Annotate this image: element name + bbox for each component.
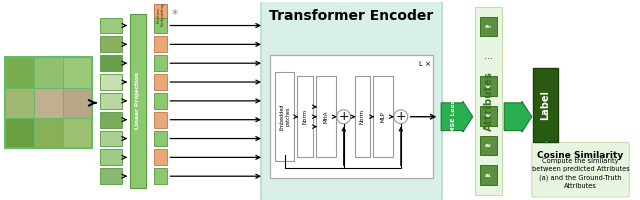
- Bar: [5, 57, 34, 88]
- FancyBboxPatch shape: [298, 76, 313, 157]
- Bar: [100, 168, 122, 184]
- Bar: [479, 17, 497, 36]
- Bar: [34, 88, 63, 118]
- Text: a₃: a₃: [485, 113, 492, 118]
- Bar: [154, 112, 168, 128]
- Bar: [479, 76, 497, 96]
- Bar: [479, 136, 497, 155]
- Text: ...: ...: [484, 51, 493, 61]
- Text: MHA: MHA: [323, 110, 328, 123]
- FancyBboxPatch shape: [532, 68, 558, 142]
- Bar: [5, 118, 34, 148]
- Bar: [100, 55, 122, 71]
- Text: MLP: MLP: [381, 111, 385, 122]
- Bar: [100, 18, 122, 33]
- Text: a₄: a₄: [485, 84, 492, 89]
- Text: Compute the similarity
between predicted Attributes
(a) and the Ground-Truth
Att: Compute the similarity between predicted…: [532, 158, 629, 189]
- FancyBboxPatch shape: [316, 76, 336, 157]
- FancyBboxPatch shape: [373, 76, 393, 157]
- Text: MSE Loss: MSE Loss: [451, 100, 456, 133]
- Bar: [154, 131, 168, 146]
- Bar: [100, 36, 122, 52]
- FancyArrow shape: [504, 101, 532, 132]
- Bar: [479, 165, 497, 185]
- Bar: [154, 93, 168, 109]
- Bar: [100, 74, 122, 90]
- Bar: [34, 57, 63, 88]
- FancyBboxPatch shape: [532, 143, 629, 197]
- Text: L ×: L ×: [419, 61, 431, 67]
- FancyBboxPatch shape: [270, 55, 433, 178]
- Text: Cosine Similarity: Cosine Similarity: [538, 151, 623, 160]
- Bar: [100, 131, 122, 146]
- Text: Embedded
patches: Embedded patches: [279, 103, 290, 130]
- Bar: [154, 149, 168, 165]
- Bar: [63, 57, 92, 88]
- Text: a₁: a₁: [485, 173, 492, 178]
- Text: Norm: Norm: [303, 109, 308, 124]
- Bar: [154, 4, 168, 26]
- Bar: [130, 14, 146, 188]
- FancyBboxPatch shape: [275, 72, 294, 161]
- Bar: [100, 93, 122, 109]
- Text: Label: Label: [541, 90, 550, 120]
- Bar: [154, 168, 168, 184]
- Bar: [479, 106, 497, 126]
- Bar: [154, 18, 168, 33]
- Text: *: *: [172, 8, 178, 21]
- Bar: [63, 88, 92, 118]
- FancyArrow shape: [441, 101, 473, 132]
- Bar: [154, 55, 168, 71]
- Text: Transformer Encoder: Transformer Encoder: [269, 9, 434, 23]
- Circle shape: [337, 110, 351, 124]
- Bar: [154, 36, 168, 52]
- Bar: [475, 7, 502, 195]
- Bar: [34, 118, 63, 148]
- Circle shape: [394, 110, 408, 124]
- Text: Position
Embedding: Position Embedding: [156, 3, 165, 26]
- FancyBboxPatch shape: [261, 1, 442, 200]
- FancyBboxPatch shape: [355, 76, 371, 157]
- Text: +: +: [396, 110, 406, 123]
- Bar: [63, 118, 92, 148]
- Bar: [100, 149, 122, 165]
- Bar: [154, 74, 168, 90]
- Text: Linear Projection: Linear Projection: [136, 72, 140, 129]
- Bar: [100, 112, 122, 128]
- Text: aₙ: aₙ: [485, 24, 492, 29]
- Text: Attributes: Attributes: [483, 71, 493, 131]
- Text: a₂: a₂: [485, 143, 492, 148]
- Text: Norm: Norm: [360, 109, 365, 124]
- Bar: [5, 57, 92, 148]
- Text: +: +: [339, 110, 349, 123]
- Bar: [5, 88, 34, 118]
